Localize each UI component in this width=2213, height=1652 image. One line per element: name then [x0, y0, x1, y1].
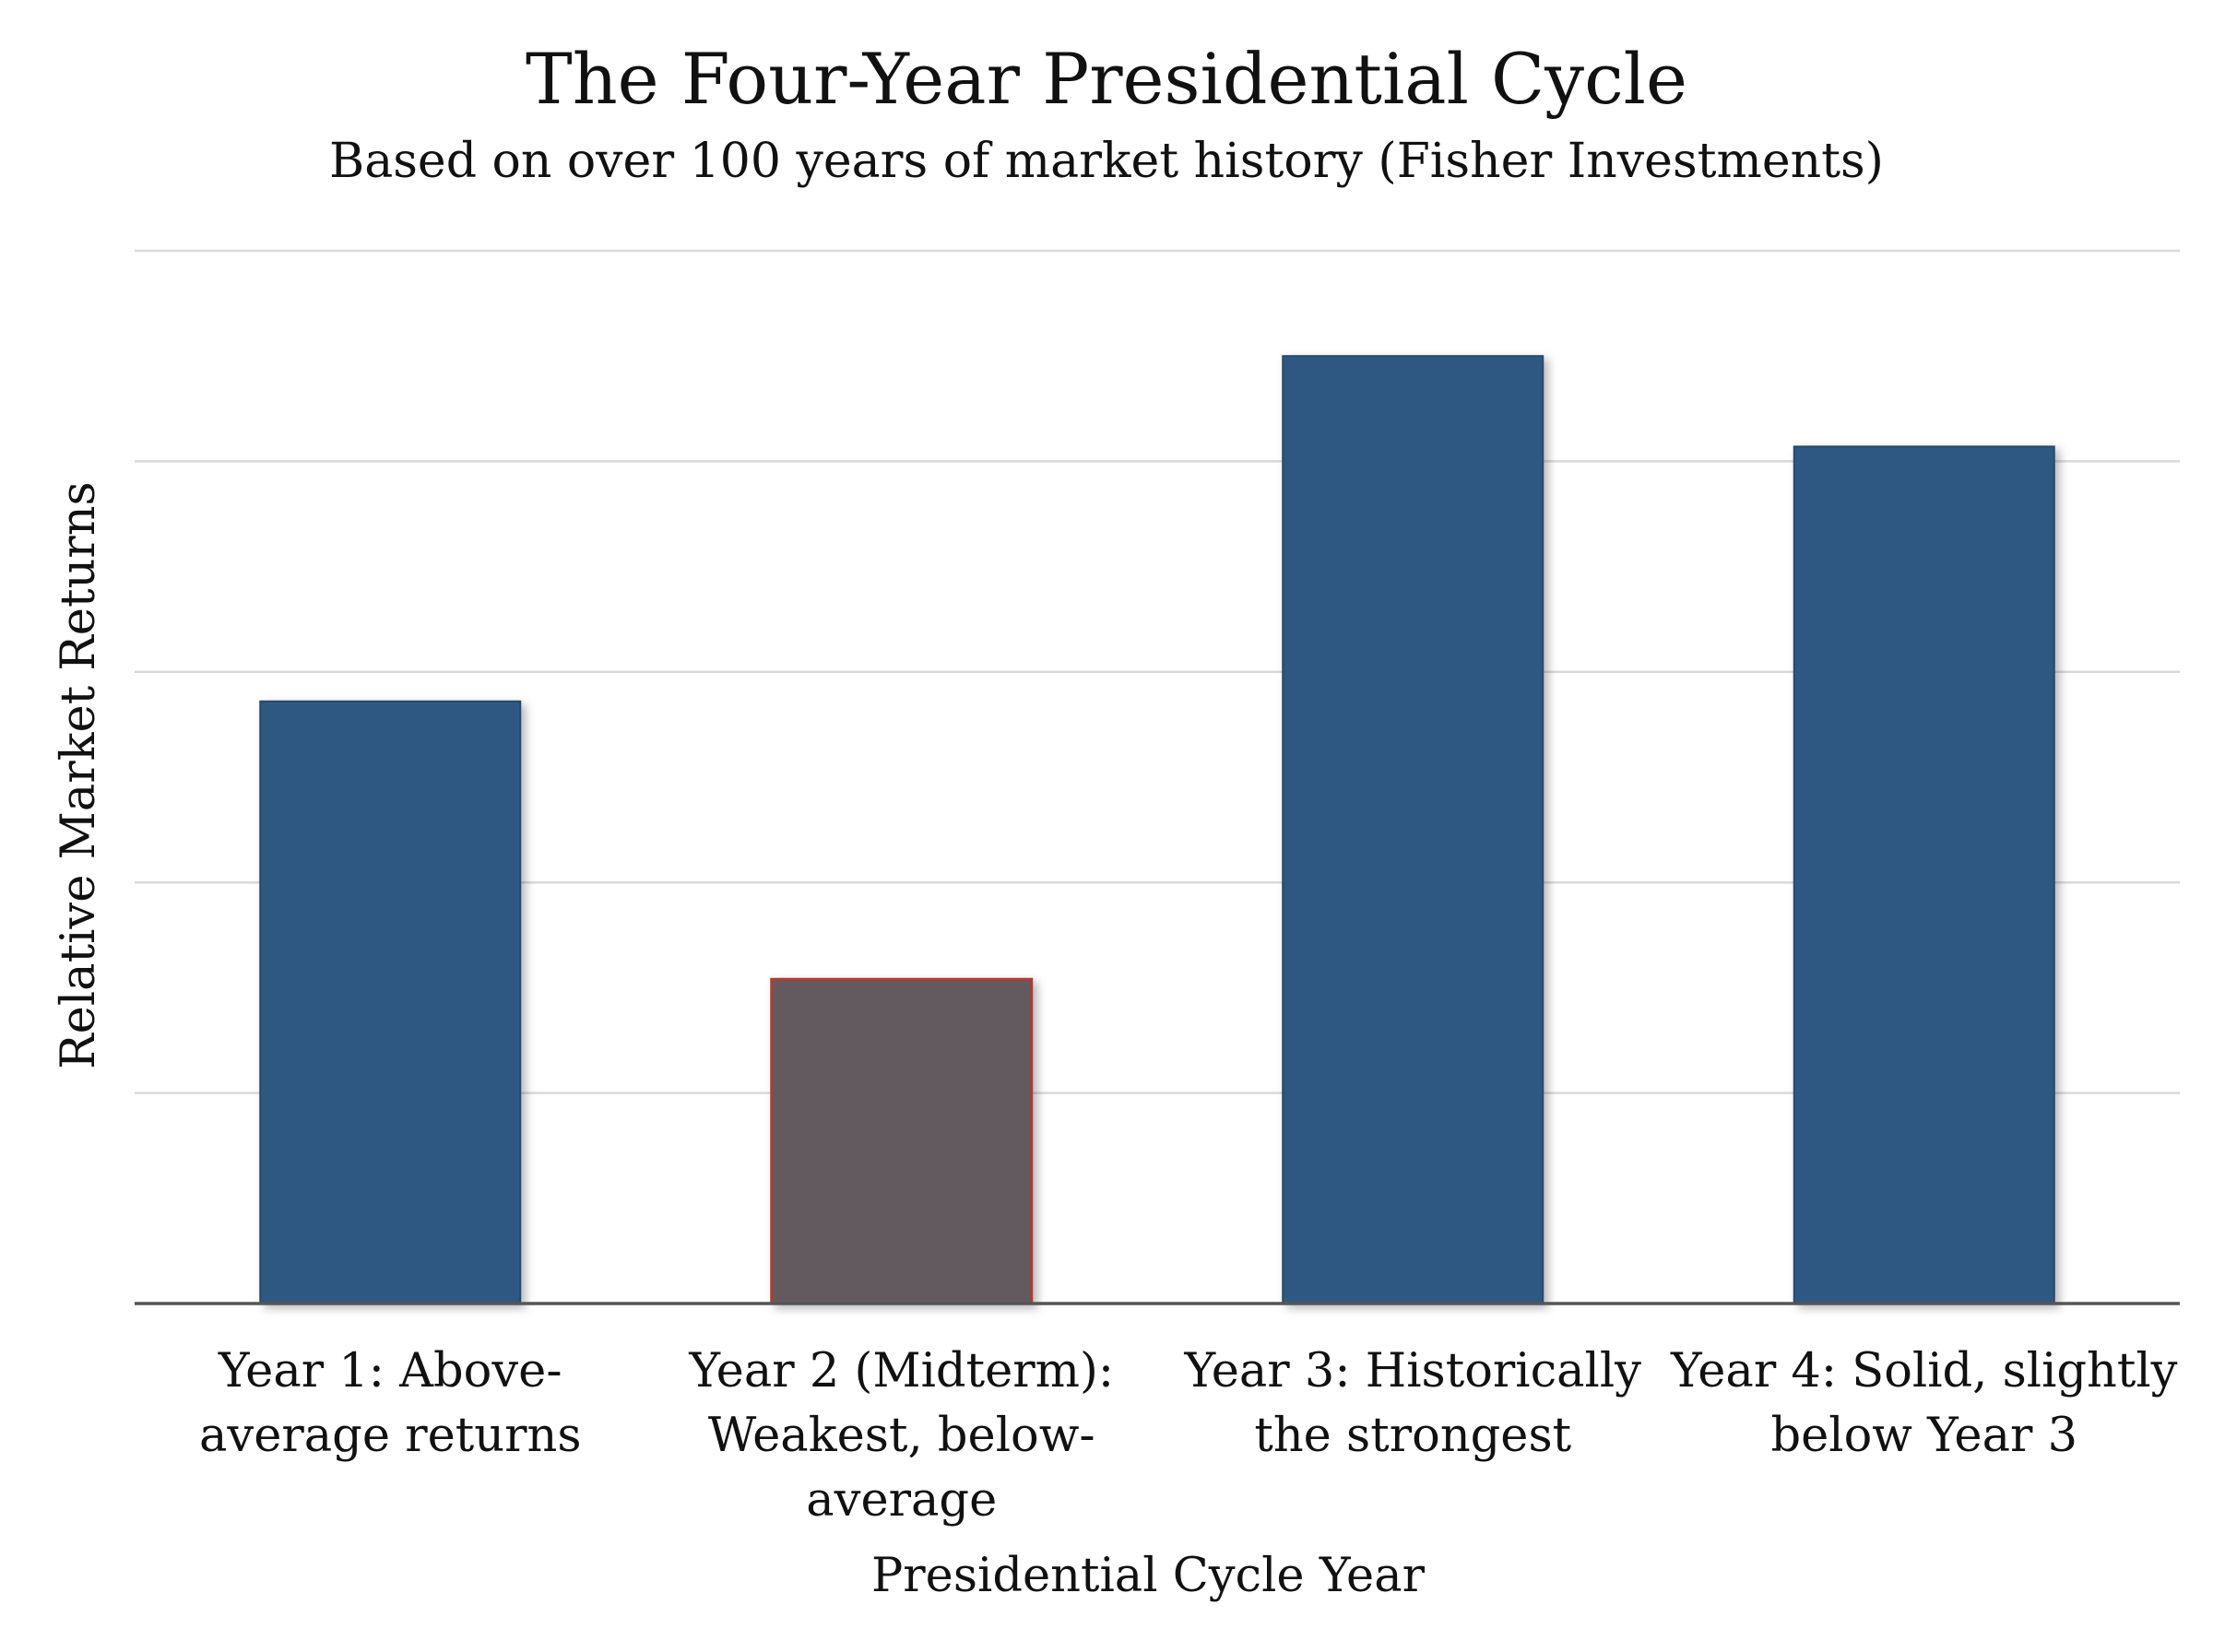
x-tick-label-year-3: Year 3: Historically the strongest: [1183, 1344, 1641, 1463]
chart-title: The Four-Year Presidential Cycle: [526, 38, 1687, 120]
bar-year-1: [259, 700, 522, 1304]
y-axis-title: Relative Market Returns: [52, 481, 106, 1068]
chart-subtitle: Based on over 100 years of market histor…: [329, 134, 1884, 189]
bars: [259, 355, 2055, 1305]
x-tick-label-year-4: Year 4: Solid, slightly below Year 3: [1670, 1344, 2178, 1463]
x-tick-label-year-2: Year 2 (Midterm): Weakest, below-average: [688, 1344, 1114, 1528]
x-axis-title: Presidential Cycle Year: [871, 1549, 1426, 1603]
x-tick-labels: Year 1: Above-average returns Year 2 (Mid…: [199, 1344, 2178, 1528]
bar-year-4: [1793, 445, 2055, 1304]
bar-year-2: [770, 977, 1034, 1305]
x-tick-label-year-1: Year 1: Above-average returns: [199, 1344, 582, 1463]
bar-year-3: [1282, 355, 1544, 1305]
